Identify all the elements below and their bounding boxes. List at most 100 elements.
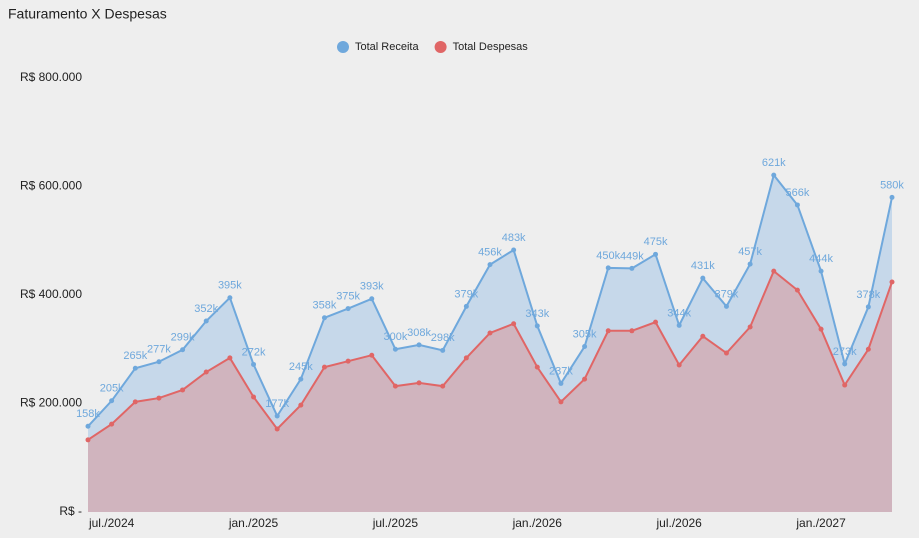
point [109,421,115,427]
point [889,194,895,200]
data-label: 308k [407,327,431,339]
y-tick-label: R$ 200.000 [20,396,82,410]
point [203,369,209,375]
point [865,304,871,310]
legend-label: Total Receita [355,41,419,53]
point [794,287,800,293]
legend-label: Total Despesas [453,41,529,53]
point [487,330,493,336]
point [440,383,446,389]
data-label: 344k [667,307,691,319]
point [771,268,777,274]
point [251,394,257,400]
point [818,326,824,332]
point [369,296,375,302]
data-label: 379k [454,288,478,300]
point [321,315,327,321]
data-label: 378k [856,289,880,301]
point [676,322,682,328]
point [629,265,635,271]
data-label: 358k [313,300,337,312]
x-tick-label: jan./2025 [228,516,279,530]
point [463,303,469,309]
y-tick-label: R$ 600.000 [20,179,82,193]
point [109,398,115,404]
point [818,268,824,274]
point [582,376,588,382]
data-label: 352k [194,303,218,315]
point [392,383,398,389]
point [227,295,233,301]
point [251,361,257,367]
point [582,344,588,350]
data-label: 277k [147,344,171,356]
data-label: 621k [762,157,786,169]
point [676,362,682,368]
point [653,319,659,325]
point [653,251,659,257]
point [274,426,280,432]
y-tick-label: R$ 400.000 [20,287,82,301]
data-label: 580k [880,179,904,191]
point [747,261,753,267]
point [392,346,398,352]
data-label: 375k [336,290,360,302]
x-tick-label: jan./2026 [512,516,563,530]
point [416,342,422,348]
data-label: 483k [502,232,526,244]
data-label: 393k [360,281,384,293]
point [227,355,233,361]
legend-marker [434,41,447,53]
point [132,399,138,405]
data-label: 379k [715,288,739,300]
data-label: 431k [691,260,715,272]
point [274,413,280,419]
x-tick-label: jul./2025 [372,516,419,530]
point [511,321,517,327]
data-label: 343k [525,308,549,320]
data-label: 158k [76,408,100,420]
y-tick-label: R$ - [59,504,82,518]
legend-marker [337,41,349,53]
point [723,350,729,356]
data-label: 245k [289,361,313,373]
data-label: 237k [549,365,573,377]
area [88,271,892,512]
point [865,346,871,352]
data-label: 205k [100,383,124,395]
point [487,262,493,268]
point [85,423,91,429]
point [85,437,91,443]
point [700,333,706,339]
point [605,265,611,271]
point [440,347,446,353]
x-tick-label: jan./2027 [795,516,846,530]
point [156,395,162,401]
point [889,279,895,285]
data-label: 456k [478,247,502,259]
data-label: 457k [738,246,762,258]
x-tick-label: jul./2024 [88,516,135,530]
point [345,306,351,312]
point [180,347,186,353]
point [534,323,540,329]
data-label: 475k [644,236,668,248]
point [511,247,517,253]
point [345,358,351,364]
data-label: 449k [620,250,644,262]
data-label: 450k [596,250,620,262]
point [369,352,375,358]
data-label: 177k [265,398,289,410]
point [156,359,162,365]
point [771,172,777,178]
point [629,328,635,334]
data-label: 273k [833,346,857,358]
data-label: 300k [383,331,407,343]
point [747,324,753,330]
point [842,382,848,388]
x-tick-label: jul./2026 [655,516,702,530]
point [723,303,729,309]
point [132,365,138,371]
point [605,328,611,334]
